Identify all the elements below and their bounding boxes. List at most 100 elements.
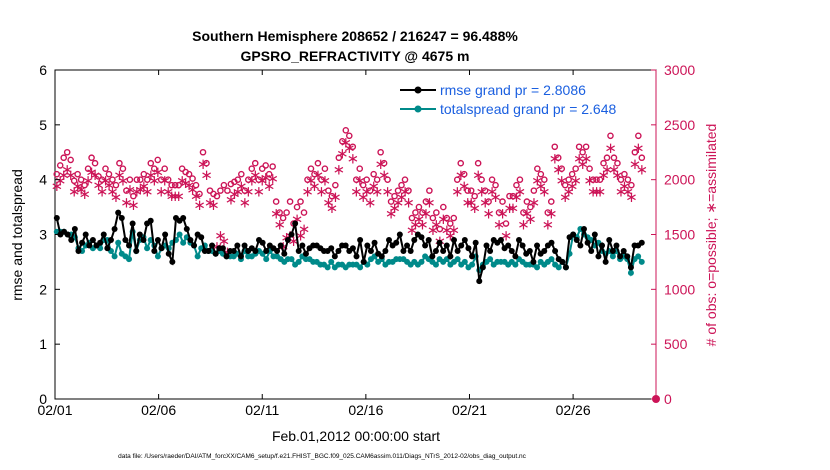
possible-obs-marker [485, 198, 492, 205]
rmse-point [154, 236, 161, 243]
possible-obs-marker [189, 175, 196, 182]
possible-obs-marker [335, 154, 343, 162]
assimilated-obs-marker: ∗ [385, 205, 398, 223]
assimilated-obs-marker: ∗ [169, 187, 182, 205]
possible-obs-marker [63, 148, 71, 156]
totalspread-point [154, 253, 161, 260]
rmse-point [515, 236, 522, 243]
possible-obs-marker [168, 181, 175, 189]
assimilated-obs-marker: ∗ [496, 205, 509, 223]
assimilated-obs-marker: ∗ [172, 187, 185, 205]
possible-obs-marker [279, 214, 287, 222]
rmse-point [234, 242, 241, 249]
legend-rmse-label: rmse grand pr = 2.8086 [440, 82, 586, 98]
possible-obs-marker [84, 165, 92, 172]
assimilated-obs-marker: ∗ [545, 205, 558, 223]
possible-obs-marker [457, 159, 465, 167]
possible-obs-marker [220, 181, 228, 189]
rmse-series [53, 209, 645, 285]
assimilated-obs-marker: ∗ [54, 172, 67, 190]
assimilated-obs-marker: ∗ [555, 172, 568, 190]
assimilated-obs-marker: ∗ [611, 166, 624, 184]
rmse-point [97, 239, 104, 246]
assimilated-obs-marker: ∗ [350, 183, 363, 201]
possible-obs-marker [502, 220, 510, 227]
assimilated-obs-marker: ∗ [566, 177, 579, 195]
rmse-point [624, 253, 631, 260]
legend-spread-marker [414, 105, 422, 113]
possible-obs-marker [523, 198, 531, 205]
assimilated-obs-marker: ∗ [252, 183, 265, 201]
possible-obs-marker [175, 181, 182, 189]
assimilated-obs-marker: ∗ [165, 187, 178, 205]
assimilated-obs-marker: ∗ [89, 166, 102, 184]
possible-obs-marker [384, 176, 391, 183]
rmse-point [292, 220, 299, 227]
assimilated-obs-marker: ∗ [151, 163, 164, 181]
rmse-point [483, 242, 490, 249]
possible-obs-marker [130, 192, 137, 200]
rmse-point [541, 247, 548, 254]
possible-obs-marker [600, 159, 607, 167]
rmse-point [133, 247, 140, 254]
rmse-point [418, 234, 425, 241]
possible-obs-marker [481, 187, 489, 194]
possible-obs-marker [258, 165, 266, 172]
rmse-point [122, 236, 129, 243]
assimilated-obs-marker: ∗ [270, 205, 283, 223]
assimilated-obs-marker: ∗ [301, 183, 314, 201]
assimilated-obs-marker: ∗ [535, 177, 548, 195]
rmse-point [573, 236, 580, 243]
possible-obs-marker [446, 220, 454, 227]
possible-obs-marker [161, 165, 169, 172]
rmse-point [411, 236, 418, 243]
assimilated-obs-marker: ∗ [71, 177, 84, 195]
possible-obs-marker [631, 148, 639, 156]
rmse-point [180, 215, 187, 222]
possible-obs-marker [192, 181, 200, 189]
rmse-point [534, 242, 541, 249]
rmse-point [274, 247, 281, 254]
totalspread-point [454, 256, 461, 263]
assimilated-obs-marker: ∗ [559, 188, 572, 206]
possible-obs-marker [429, 214, 437, 222]
rmse-point [86, 242, 93, 249]
possible-obs-marker [234, 176, 242, 183]
rmse-point [580, 226, 587, 233]
possible-obs-marker [586, 165, 593, 172]
rmse-point [476, 278, 483, 285]
assimilated-obs-marker: ∗ [507, 199, 520, 217]
assimilated-obs-marker: ∗ [622, 183, 635, 201]
assimilated-obs-marker: ∗ [409, 216, 422, 234]
assimilated-obs-marker: ∗ [326, 199, 339, 217]
assimilated-obs-marker: ∗ [601, 161, 614, 179]
assimilated-obs-marker: ∗ [242, 183, 255, 201]
assimilated-obs-marker: ∗ [75, 180, 88, 198]
possible-obs-marker [426, 187, 433, 194]
assimilated-obs-marker: ∗ [364, 194, 377, 212]
assimilated-obs-marker: ∗ [308, 177, 321, 195]
rmse-point [627, 264, 634, 271]
rmse-point [487, 247, 494, 254]
assimilated-obs-marker: ∗ [548, 150, 561, 168]
assimilated-obs-marker: ∗ [374, 155, 387, 173]
possible-obs-marker [238, 170, 245, 178]
assimilated-obs-marker: ∗ [514, 183, 527, 201]
assimilated-obs-marker: ∗ [542, 216, 555, 234]
possible-obs-marker [251, 159, 259, 167]
assimilated-obs-marker: ∗ [249, 166, 262, 184]
assimilated-obs-marker: ∗ [298, 220, 311, 238]
assimilated-obs-marker: ∗ [573, 150, 586, 168]
rmse-point [386, 236, 393, 243]
assimilated-obs-marker: ∗ [99, 172, 112, 190]
chart-title-line-2: GPSRO_REFRACTIVITY @ 4675 m [241, 48, 470, 64]
possible-obs-marker [265, 170, 273, 178]
possible-obs-marker [224, 187, 231, 194]
y-left-tick-label: 6 [39, 62, 47, 78]
totalspread-point [534, 264, 541, 271]
possible-obs-marker [286, 198, 294, 205]
assimilated-obs-marker: ∗ [371, 183, 384, 201]
possible-obs-marker [621, 170, 628, 178]
rmse-point [577, 242, 584, 249]
